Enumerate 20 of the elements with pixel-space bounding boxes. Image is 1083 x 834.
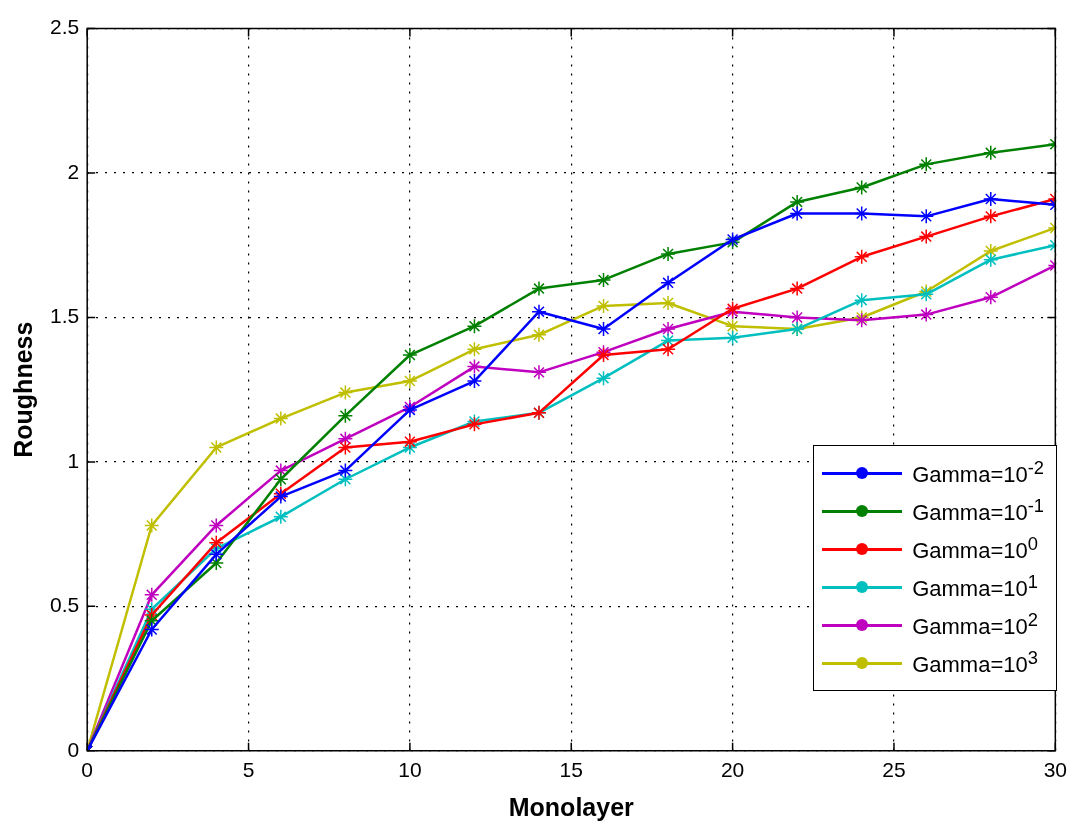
legend-label: Gamma=10$^{0}$ [912,533,1038,565]
legend-label: Gamma=10$^{3}$ [912,647,1038,679]
legend-label: Gamma=10$^{1}$ [912,571,1038,603]
x-tick-label: 25 [882,758,906,782]
x-tick-label: 20 [720,758,745,782]
x-axis-title: Monolayer [508,792,635,821]
x-tick-label: 5 [242,758,255,782]
y-tick-label: 0.5 [49,593,80,617]
legend-label: Gamma=10$^{2}$ [912,609,1038,641]
y-tick-label: 2 [67,159,80,183]
y-axis-title: Roughness [8,321,37,458]
legend-label: Gamma=10$^{-2}$ [912,457,1044,489]
y-tick-label: 1.5 [49,304,80,328]
legend-label: Gamma=10$^{-1}$ [912,495,1044,527]
y-tick-label: 2.5 [49,15,80,39]
x-tick-label: 10 [398,758,422,782]
y-tick-label: 1 [67,448,80,472]
x-tick-label: 30 [1043,758,1067,782]
x-tick-label: 15 [559,758,583,782]
y-tick-label: 0 [67,737,80,761]
